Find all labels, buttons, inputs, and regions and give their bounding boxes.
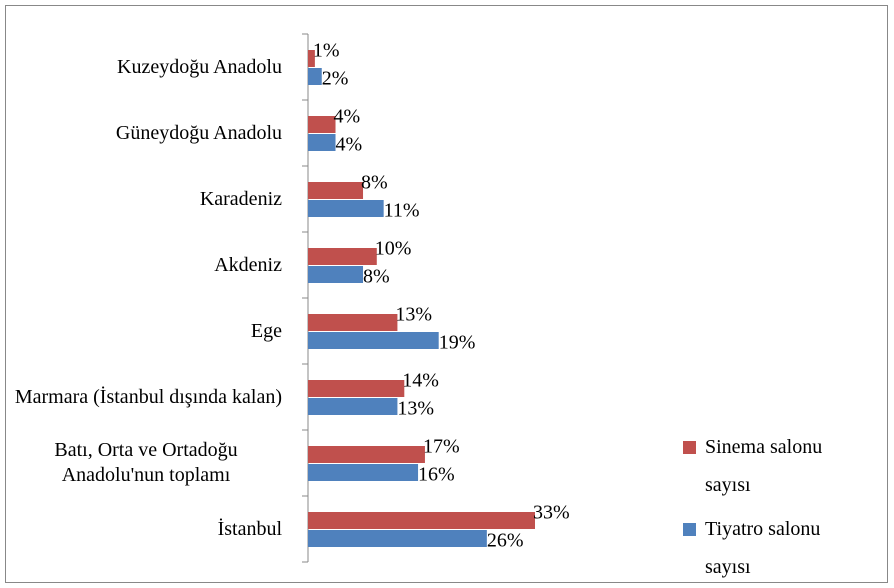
y-tick-label: Ege — [250, 319, 282, 342]
data-label: 10% — [375, 238, 412, 260]
bar — [308, 332, 439, 349]
chart-frame — [5, 5, 888, 583]
bar — [308, 314, 398, 331]
data-label: 16% — [418, 464, 455, 486]
bar — [308, 398, 398, 415]
y-tick-label: Marmara (İstanbul dışında kalan) — [14, 385, 282, 408]
y-tick-label: Akdeniz — [214, 253, 282, 276]
bar — [308, 512, 535, 529]
category-box: Akdeniz — [0, 232, 282, 298]
bar — [308, 446, 425, 463]
data-label: 8% — [363, 266, 390, 288]
category-box: İstanbul — [0, 496, 282, 562]
data-label: 4% — [334, 106, 361, 128]
category-box: Marmara (İstanbul dışında kalan) — [0, 364, 282, 430]
data-label: 4% — [336, 134, 363, 156]
data-label: 26% — [487, 530, 524, 552]
data-label: 14% — [402, 370, 439, 392]
data-label: 33% — [533, 502, 570, 524]
data-label: 17% — [423, 436, 460, 458]
y-tick-label: Güneydoğu Anadolu — [115, 121, 282, 144]
data-label: 11% — [384, 200, 420, 222]
bar — [308, 50, 315, 67]
bar — [308, 266, 364, 283]
bar — [308, 464, 419, 481]
data-label: 13% — [395, 304, 432, 326]
bar — [308, 200, 384, 217]
legend-label: Tiyatro salonu sayısı — [705, 518, 821, 578]
data-label: 8% — [361, 172, 388, 194]
bar — [308, 116, 336, 133]
category-box: Kuzeydoğu Anadolu — [0, 34, 282, 100]
bar — [308, 182, 364, 199]
data-label: 2% — [322, 68, 349, 90]
bar — [308, 380, 405, 397]
y-tick-label: Kuzeydoğu Anadolu — [117, 55, 282, 78]
y-tick-label: Karadeniz — [199, 187, 282, 210]
legend-label: Sinema salonu sayısı — [705, 436, 823, 496]
bar — [308, 248, 377, 265]
category-box: Batı, Orta ve Ortadoğu Anadolu'nun topla… — [0, 430, 282, 496]
bar — [308, 68, 322, 85]
category-box: Ege — [0, 298, 282, 364]
category-box: Karadeniz — [0, 166, 282, 232]
y-tick-label: İstanbul — [217, 517, 282, 540]
legend-swatch — [683, 523, 696, 536]
bar — [308, 134, 336, 151]
bar — [308, 530, 487, 547]
legend-item: Sinema salonu sayısı — [683, 428, 870, 504]
data-label: 19% — [439, 332, 476, 354]
y-tick-label: Batı, Orta ve Ortadoğu Anadolu'nun topla… — [54, 439, 238, 486]
data-label: 1% — [313, 40, 340, 62]
legend-swatch — [683, 441, 696, 454]
data-label: 13% — [397, 398, 434, 420]
legend-item: Tiyatro salonu sayısı — [683, 510, 870, 586]
category-box: Güneydoğu Anadolu — [0, 100, 282, 166]
